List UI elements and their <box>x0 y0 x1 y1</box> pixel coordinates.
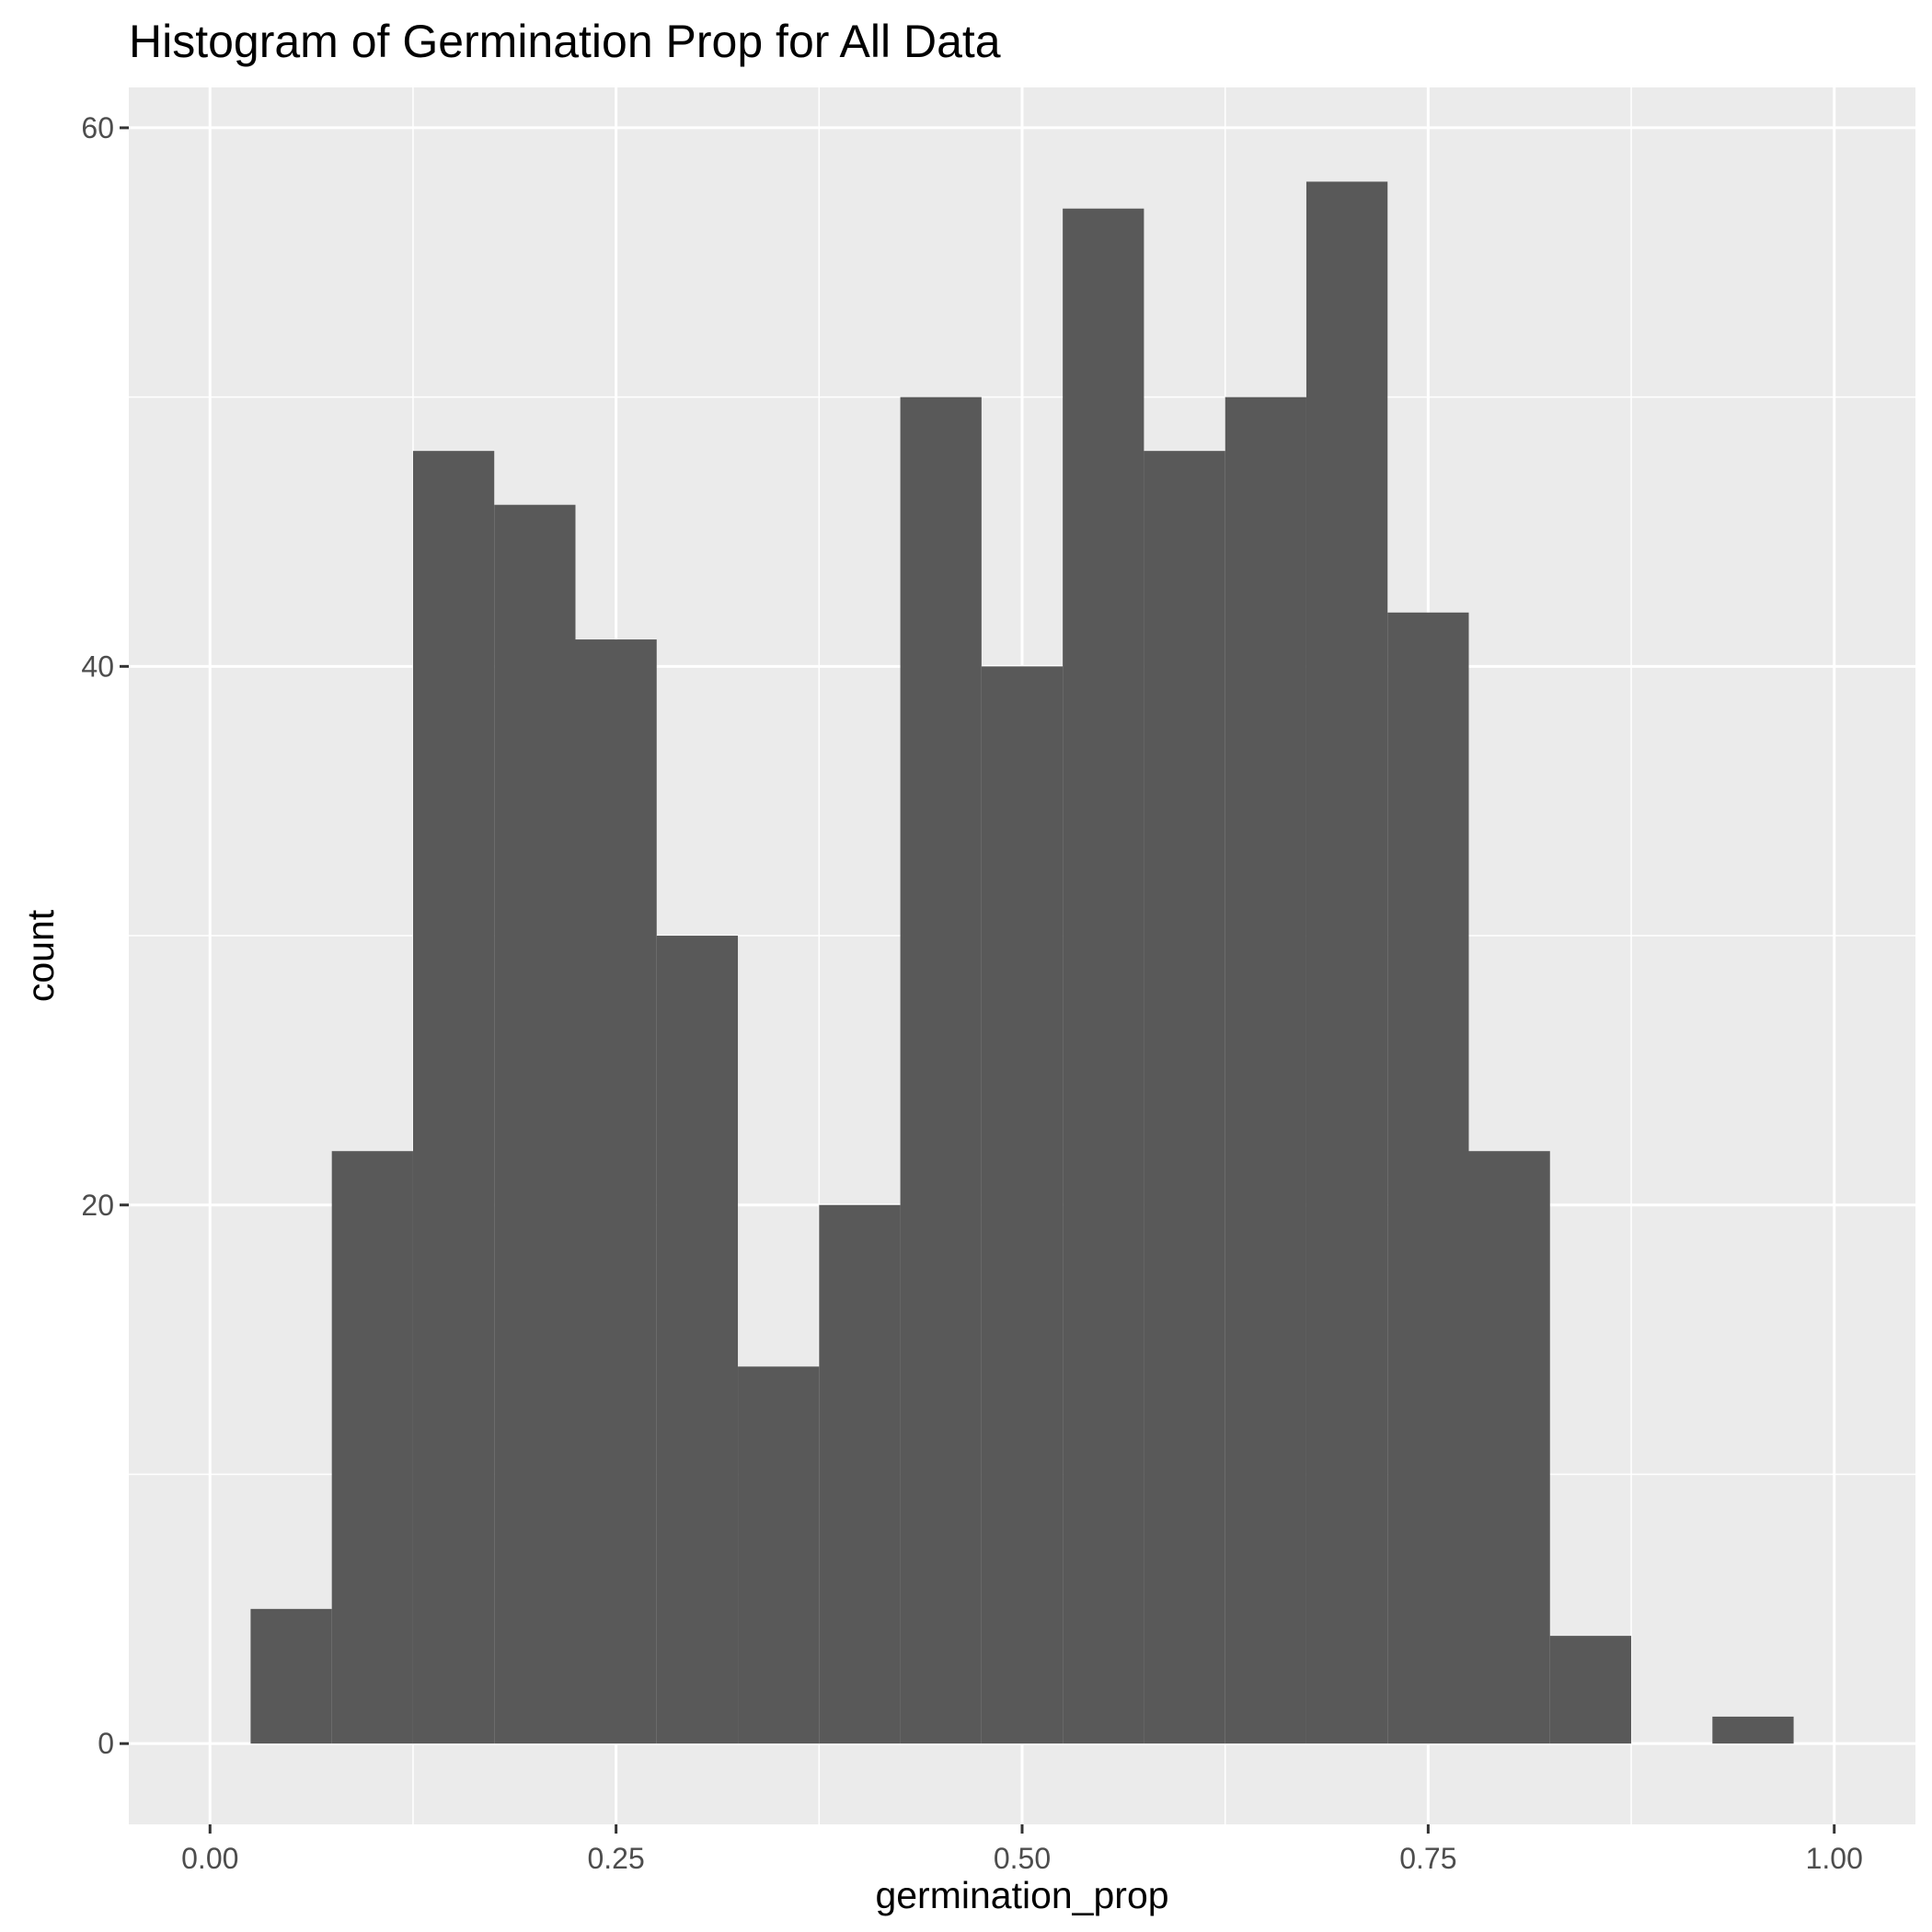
histogram-bar <box>819 1204 901 1744</box>
histogram-bar <box>331 1151 413 1744</box>
histogram-bar <box>250 1608 332 1744</box>
x-tick-label: 0.00 <box>181 1842 238 1875</box>
histogram-bar <box>494 504 576 1744</box>
x-tick-label: 0.75 <box>1399 1842 1456 1875</box>
y-tick-label: 40 <box>81 650 114 683</box>
histogram-bar <box>575 639 657 1744</box>
histogram-bar <box>1305 181 1388 1744</box>
x-axis-title: germination_prop <box>875 1874 1168 1916</box>
x-tick-label: 0.50 <box>994 1842 1051 1875</box>
histogram-bar <box>656 936 739 1744</box>
y-axis: 0 20 40 60 <box>81 111 129 1760</box>
histogram-bar <box>1063 208 1144 1744</box>
histogram-bar <box>981 666 1064 1744</box>
y-axis-title: count <box>19 909 62 1002</box>
histogram-bar <box>1549 1636 1632 1744</box>
x-tick-label: 0.25 <box>587 1842 644 1875</box>
y-tick-label: 0 <box>98 1727 114 1760</box>
histogram-bar <box>900 397 982 1744</box>
histogram-bar <box>1712 1716 1794 1744</box>
histogram-bar <box>1225 397 1306 1744</box>
histogram-bar <box>738 1366 820 1744</box>
y-tick-label: 60 <box>81 111 114 144</box>
histogram-bar <box>1387 612 1469 1744</box>
x-axis: 0.00 0.25 0.50 0.75 1.00 <box>181 1824 1863 1875</box>
x-tick-label: 1.00 <box>1806 1842 1863 1875</box>
chart-title: Histogram of Germination Prop for All Da… <box>129 16 1001 67</box>
histogram-bars <box>250 181 1794 1744</box>
y-tick-label: 20 <box>81 1189 114 1222</box>
histogram-bar <box>1468 1151 1550 1744</box>
histogram-bar <box>1144 451 1225 1744</box>
histogram-bar <box>412 451 495 1744</box>
